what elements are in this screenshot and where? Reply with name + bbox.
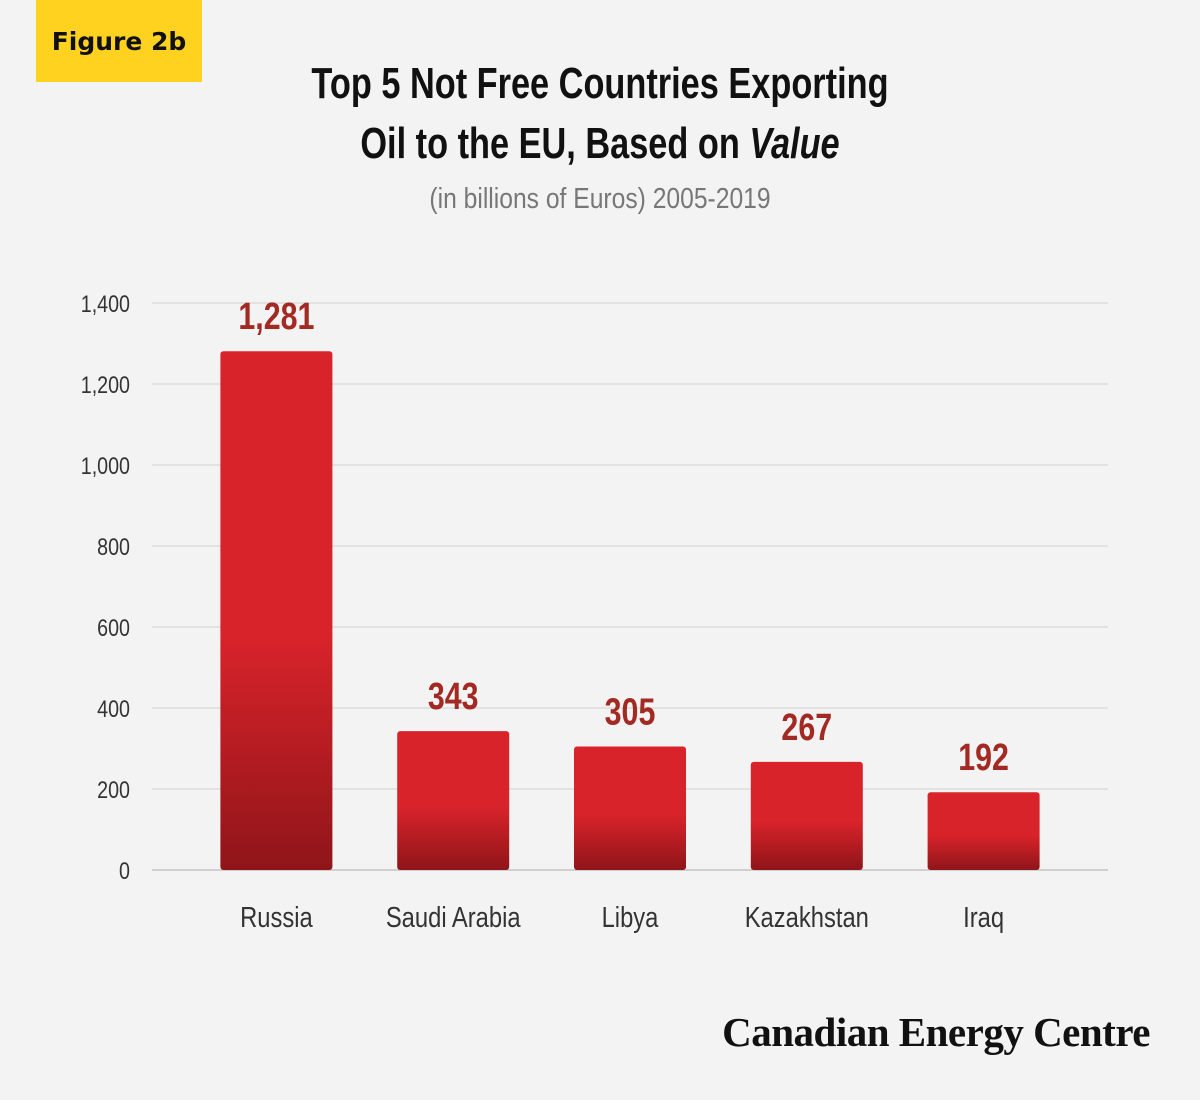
figure-label: Figure 2b <box>51 26 187 56</box>
brand-logo-text: Canadian Energy Centre <box>722 1009 1150 1055</box>
y-tick-label: 400 <box>97 695 130 722</box>
bar-value-label: 305 <box>605 691 656 733</box>
x-tick-label: Russia <box>240 901 313 934</box>
bar <box>750 761 863 870</box>
bar <box>220 351 333 870</box>
title-line-2: Oil to the EU, Based on Value <box>132 114 1068 174</box>
x-tick-label: Iraq <box>963 901 1004 934</box>
bars <box>220 351 1040 870</box>
title-line-1: Top 5 Not Free Countries Exporting <box>311 59 889 108</box>
y-tick-label: 1,000 <box>81 452 130 479</box>
y-tick-label: 200 <box>97 776 130 803</box>
bar <box>574 746 686 870</box>
y-tick-label: 1,200 <box>81 371 130 398</box>
chart-title: Top 5 Not Free Countries Exporting Oil t… <box>132 54 1068 174</box>
bar-value-label: 1,281 <box>238 296 314 338</box>
figure-badge: Figure 2b <box>36 0 202 82</box>
y-tick-label: 800 <box>97 533 130 560</box>
bar-chart: 0 200 400 600 800 1,000 1,200 1,400 1,281 343 305… <box>81 290 1108 934</box>
bar <box>397 731 510 870</box>
y-tick-label: 600 <box>97 614 130 641</box>
x-tick-label: Kazakhstan <box>745 901 869 934</box>
bar-value-label: 192 <box>958 737 1009 779</box>
title-emphasis: Value <box>749 119 840 168</box>
y-tick-label: 1,400 <box>81 290 130 317</box>
y-axis-ticks: 0 200 400 600 800 1,000 1,200 1,400 <box>81 290 130 884</box>
x-tick-label: Libya <box>602 901 659 934</box>
chart-subtitle: (in billions of Euros) 2005-2019 <box>429 183 771 215</box>
bar <box>927 792 1040 870</box>
x-axis-labels: Russia Saudi Arabia Libya Kazakhstan Iraq <box>240 901 1004 934</box>
bar-value-label: 343 <box>428 676 479 718</box>
x-tick-label: Saudi Arabia <box>386 901 521 934</box>
y-tick-label: 0 <box>119 857 130 884</box>
bar-value-label: 267 <box>781 707 832 749</box>
title-line-2-prefix: Oil to the EU, Based on <box>360 119 750 168</box>
value-labels: 1,281 343 305 267 192 <box>238 296 1009 779</box>
